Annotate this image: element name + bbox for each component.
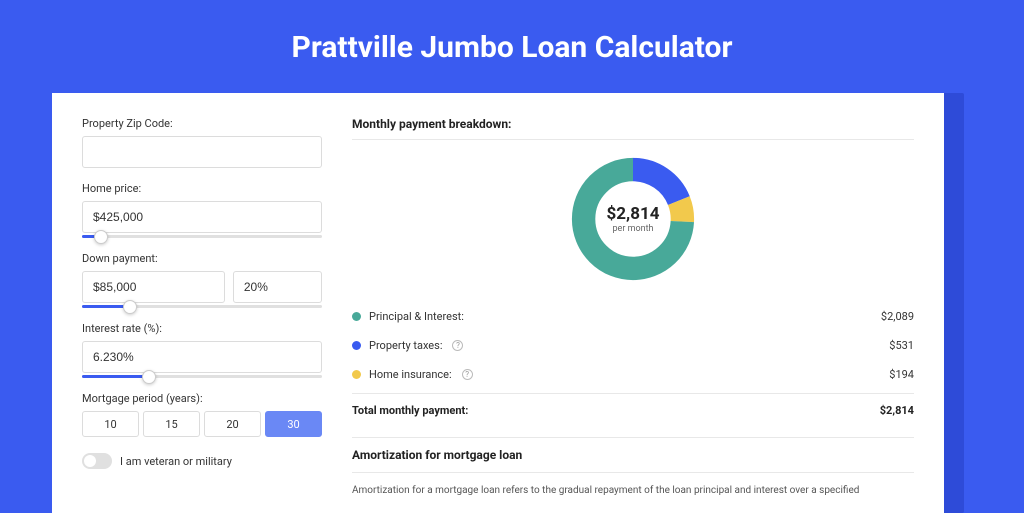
legend-dot xyxy=(352,370,361,379)
home-price-slider[interactable] xyxy=(82,235,322,238)
period-btn-20[interactable]: 20 xyxy=(204,411,261,437)
legend-row: Property taxes:? $531 xyxy=(352,331,914,360)
payment-donut-chart: $2,814 per month xyxy=(568,154,698,284)
donut-center-value: $2,814 xyxy=(607,204,660,224)
down-payment-label: Down payment: xyxy=(82,252,322,265)
calculator-card: Property Zip Code: Home price: Down paym… xyxy=(52,93,944,513)
period-btn-15[interactable]: 15 xyxy=(143,411,200,437)
info-icon[interactable]: ? xyxy=(462,369,473,380)
inputs-column: Property Zip Code: Home price: Down paym… xyxy=(82,117,342,513)
donut-center-sub: per month xyxy=(607,224,660,234)
page-title: Prattville Jumbo Loan Calculator xyxy=(40,30,984,65)
down-payment-amount-input[interactable] xyxy=(82,271,225,303)
period-btn-10[interactable]: 10 xyxy=(82,411,139,437)
legend-label: Principal & Interest: xyxy=(369,310,464,323)
zip-input[interactable] xyxy=(82,136,322,168)
legend-value: $194 xyxy=(889,368,914,381)
down-payment-pct-input[interactable] xyxy=(233,271,322,303)
home-price-label: Home price: xyxy=(82,182,322,195)
info-icon[interactable]: ? xyxy=(452,340,463,351)
legend-row: Principal & Interest: $2,089 xyxy=(352,302,914,331)
breakdown-section-title: Monthly payment breakdown: xyxy=(352,117,914,140)
breakdown-column: Monthly payment breakdown: $2,814 per mo… xyxy=(342,117,914,513)
down-payment-slider[interactable] xyxy=(82,305,322,308)
legend-row: Home insurance:? $194 xyxy=(352,360,914,389)
interest-rate-slider[interactable] xyxy=(82,375,322,378)
total-label: Total monthly payment: xyxy=(352,404,468,417)
mortgage-period-label: Mortgage period (years): xyxy=(82,392,322,405)
interest-rate-label: Interest rate (%): xyxy=(82,322,322,335)
legend-dot xyxy=(352,341,361,350)
veteran-label: I am veteran or military xyxy=(120,455,232,468)
veteran-toggle[interactable] xyxy=(82,453,112,469)
legend-dot xyxy=(352,312,361,321)
amortization-title: Amortization for mortgage loan xyxy=(352,437,914,473)
legend-value: $531 xyxy=(889,339,914,352)
total-value: $2,814 xyxy=(880,404,914,417)
period-btn-30[interactable]: 30 xyxy=(265,411,322,437)
mortgage-period-group: 10152030 xyxy=(82,411,322,437)
legend-label: Home insurance: xyxy=(369,368,452,381)
zip-label: Property Zip Code: xyxy=(82,117,322,130)
amortization-text: Amortization for a mortgage loan refers … xyxy=(352,483,914,498)
interest-rate-input[interactable] xyxy=(82,341,322,373)
home-price-input[interactable] xyxy=(82,201,322,233)
legend-label: Property taxes: xyxy=(369,339,442,352)
legend-value: $2,089 xyxy=(881,310,914,323)
